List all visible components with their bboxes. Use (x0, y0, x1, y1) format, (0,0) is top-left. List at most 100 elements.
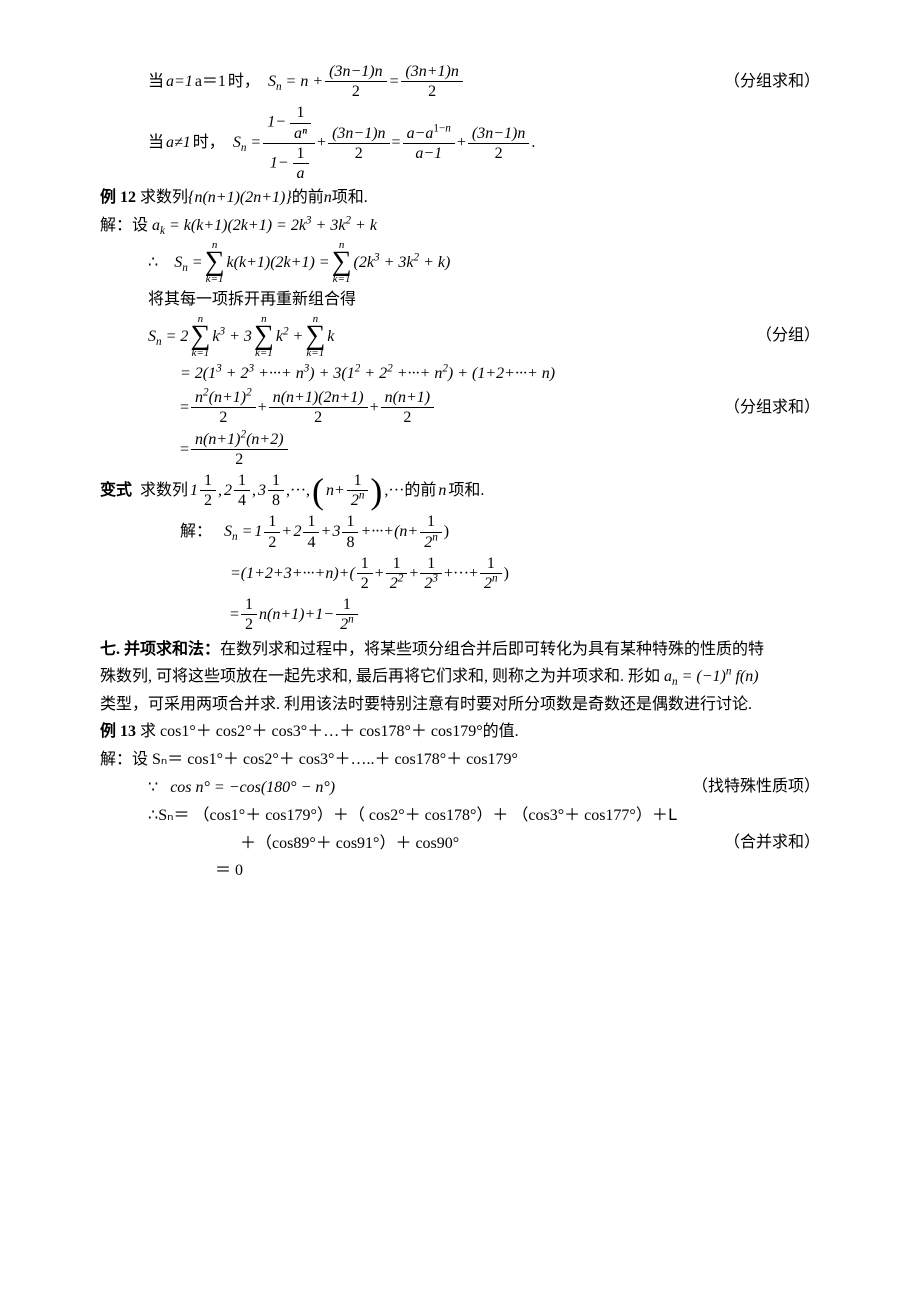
n: 1 (420, 554, 442, 574)
text: 时， (193, 130, 225, 156)
d: aⁿ (290, 124, 311, 143)
label: 例 12 (100, 189, 136, 206)
n: 1 (264, 512, 280, 532)
n: n (438, 478, 446, 504)
text: 求 cos1°＋ cos2°＋ cos3°＋…＋ cos178°＋ cos179… (140, 723, 519, 740)
sol12-line5: = 2(13 + 23 +···+ n3) + 3(12 + 22 +···+ … (100, 361, 820, 387)
note-grouped-sum: （分组求和） (724, 395, 820, 421)
sol13-line2: ∵ cos n° = −cos(180° − n°) （找特殊性质项） (100, 775, 820, 801)
num: n(n+1)2(n+2) (191, 430, 288, 450)
note-group: （分组） (756, 324, 820, 350)
fraction: 14 (234, 471, 250, 510)
d: 4 (234, 491, 250, 510)
d: 2n (420, 533, 442, 552)
p1: =(1+2+3+···+n)+( (230, 561, 355, 587)
sigma: n∑k=1 (305, 314, 325, 358)
n: 1 (200, 471, 216, 491)
m3: k (327, 324, 334, 350)
lhs: Sn = (224, 519, 252, 545)
fraction: a−a1−n a−1 (403, 124, 455, 163)
plus: + (370, 395, 379, 421)
b: k=1 (190, 348, 210, 359)
t: 在数列求和过程中，将某些项分组合并后即可转化为具有某种特殊的性质的特 (220, 641, 764, 658)
d: 22 (386, 574, 408, 593)
f: 12n (420, 512, 442, 551)
mid: +···+(n+ (360, 519, 418, 545)
f: 14 (303, 512, 319, 551)
fraction: (3n−1)n 2 (468, 124, 529, 163)
f: 18 (342, 512, 358, 551)
num: n(n+1) (381, 388, 434, 408)
line-a-neq-1: 当 a≠1 时， Sn = 1− 1 aⁿ 1− 1 a + (3n−1) (100, 103, 820, 183)
example-12-title: 例 12 求数列{n(n+1)(2n+1)}的前n项和. (100, 185, 820, 211)
n: 1 (303, 512, 319, 532)
t: 的前 (292, 189, 324, 206)
i: 1 (254, 519, 262, 545)
f: 12 (357, 554, 373, 593)
f: 12n (336, 595, 358, 634)
fraction: n(n+1) 2 (381, 388, 434, 427)
num: (3n−1)n (325, 62, 386, 82)
d: 8 (268, 491, 284, 510)
complex-fraction: 1− 1 aⁿ 1− 1 a (263, 103, 315, 183)
section-7-line2: 殊数列, 可将这些项放在一起先求和, 最后再将它们求和, 则称之为并项求和. 形… (100, 664, 820, 690)
den: 2 (381, 408, 434, 427)
lhs: Sn = 2 (148, 324, 188, 350)
note-special: （找特殊性质项） (692, 775, 820, 801)
f: 12 (241, 595, 257, 634)
vsol-line1: 解： Sn = 112+ 214+ 318 +···+(n+ 12n ) (100, 512, 820, 551)
n: 1 (234, 471, 250, 491)
eq: = (230, 602, 239, 628)
sol12-line7: = n(n+1)2(n+2) 2 (100, 430, 820, 469)
b: k=1 (305, 348, 325, 359)
num: (3n−1)n (468, 124, 529, 144)
vsol-line2: =(1+2+3+···+n)+( 12+ 122+ 123 +···+ 12n … (100, 554, 820, 593)
n: 1 (290, 103, 311, 123)
f: 123 (420, 554, 442, 593)
m2: k2 + (276, 324, 304, 350)
den: 2 (401, 82, 462, 101)
bot: k=1 (332, 274, 352, 285)
sol13-line1: 解：设 Sₙ＝ cos1°＋ cos2°＋ cos3°＋…..＋ cos178°… (100, 747, 820, 773)
den: 2 (325, 82, 386, 101)
d: 2n (336, 615, 358, 634)
n: 1 (293, 144, 309, 164)
sol13-line4: ＋（cos89°＋ cos91°）＋ cos90° （合并求和） (100, 831, 820, 857)
num: a−a1−n (403, 124, 455, 144)
section-7-line3: 类型，可采用两项合并求. 利用该法时要特别注意有时要对所分项数是奇数还是偶数进行… (100, 692, 820, 718)
label: 例 13 (100, 723, 136, 740)
end: ) (444, 519, 449, 545)
d: 2n (480, 574, 502, 593)
fraction: 18 (268, 471, 284, 510)
n: 1 (241, 595, 257, 615)
n: 1 (386, 554, 408, 574)
fraction: n(n+1)(2n+1) 2 (269, 388, 368, 427)
den: 2 (191, 408, 256, 427)
end: ) (504, 561, 509, 587)
eq: = (392, 130, 401, 156)
sigma: n ∑ k=1 (205, 240, 225, 284)
i: 3 (332, 519, 340, 545)
vsol-line3: = 12 n(n+1)+1− 12n (100, 595, 820, 634)
t: 求数列 (140, 189, 188, 206)
fraction: n(n+1)2(n+2) 2 (191, 430, 288, 469)
cond2: a＝1 (195, 69, 226, 95)
sol13-line3: ∴Sₙ＝ （cos1°＋ cos179°）＋（ cos2°＋ cos178°）＋… (100, 802, 820, 829)
fraction: n2(n+1)2 2 (191, 388, 256, 427)
sigma: n∑k=1 (190, 314, 210, 358)
m1: k(k+1)(2k+1) = (227, 250, 330, 276)
t: 求数列 (140, 478, 188, 504)
bot: k=1 (205, 274, 225, 285)
i: 1 (190, 478, 198, 504)
paren-right: ) (370, 475, 382, 507)
n: 1 (336, 595, 358, 615)
fraction: (3n−1)n 2 (328, 124, 389, 163)
body: ak = k(k+1)(2k+1) = 2k3 + 3k2 + k (152, 217, 377, 234)
sol12-line6: = n2(n+1)2 2 + n(n+1)(2n+1) 2 + n(n+1) 2… (100, 388, 820, 427)
num: n2(n+1)2 (191, 388, 256, 408)
pre: 1− (267, 114, 286, 131)
line-a-eq-1: 当 a=1 a＝1 时， Sn = n + (3n−1)n 2 = (3n+1)… (100, 62, 820, 101)
therefore: ∴ (148, 807, 158, 824)
d: 2 (264, 533, 280, 552)
fraction: 12 (200, 471, 216, 510)
